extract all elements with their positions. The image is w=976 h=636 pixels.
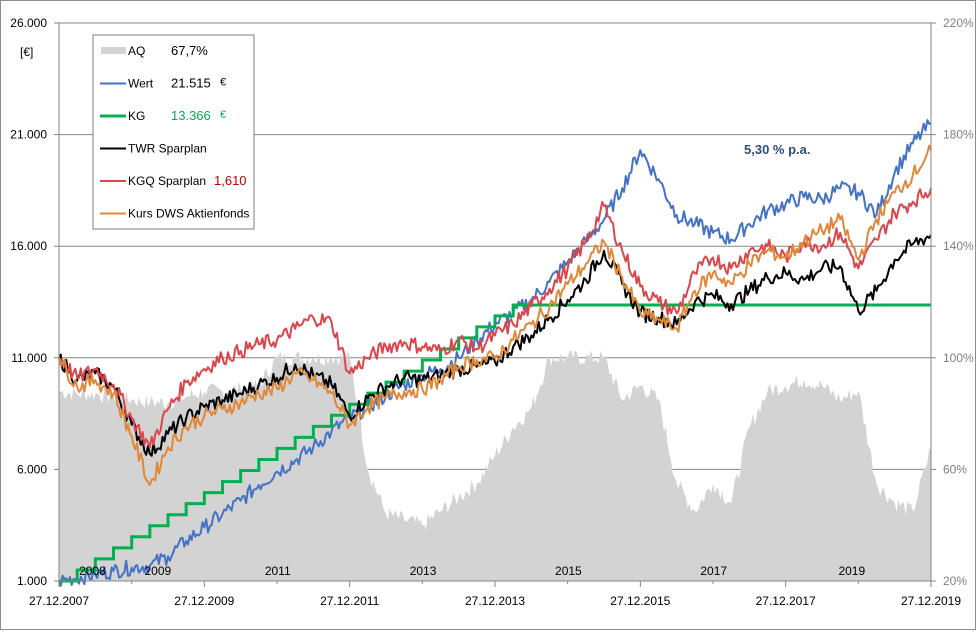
area-layer <box>59 350 931 581</box>
right-tick-label: 60% <box>943 462 967 476</box>
x-tick-label: 27.12.2009 <box>174 594 234 608</box>
cagr-annotation: 5,30 % p.a. <box>744 142 810 157</box>
year-label: 2013 <box>410 564 437 578</box>
left-axis-ticks: 1.000 6.000 11.000 16.000 21.000 26.000 <box>10 16 59 588</box>
aq-area-series <box>59 350 931 581</box>
left-tick-label: 26.000 <box>10 16 47 30</box>
x-tick-label: 27.12.2007 <box>29 594 89 608</box>
line-layer <box>58 119 932 587</box>
year-labels: 2008 2009 2011 2013 2015 2017 2019 <box>79 564 865 578</box>
left-tick-label: 6.000 <box>17 462 47 476</box>
legend-unit-kg: € <box>220 109 226 121</box>
kurs-dws-aktienfonds-series-line <box>58 144 932 486</box>
left-tick-label: 1.000 <box>17 574 47 588</box>
left-tick-label: 21.000 <box>10 128 47 142</box>
year-label: 2017 <box>700 564 727 578</box>
legend-unit-wert: € <box>220 77 226 89</box>
legend-label-wert: Wert <box>128 77 154 91</box>
legend-label-aq: AQ <box>128 44 145 58</box>
twr-sparplan-series-line <box>58 234 932 457</box>
year-label: 2009 <box>144 564 171 578</box>
left-tick-label: 16.000 <box>10 239 47 253</box>
left-tick-label: 11.000 <box>11 351 47 365</box>
year-label: 2011 <box>265 564 291 578</box>
right-tick-label: 220% <box>943 16 974 30</box>
x-tick-label: 27.12.2015 <box>610 594 670 608</box>
right-tick-label: 100% <box>943 351 974 365</box>
x-tick-label: 27.12.2011 <box>320 594 379 608</box>
legend-box <box>92 34 255 230</box>
year-label: 2019 <box>838 564 865 578</box>
legend-value-wert: 21.515 <box>171 76 211 91</box>
right-axis-ticks: 20% 60% 100% 140% 180% 220% <box>931 16 974 588</box>
year-label: 2015 <box>555 564 582 578</box>
legend-label-twr-sparplan: TWR Sparplan <box>128 142 207 156</box>
right-tick-label: 180% <box>943 128 974 142</box>
y-axis-label: [€] <box>20 45 33 59</box>
legend-value-kg: 13.366 <box>171 108 211 123</box>
legend-value-aq: 67,7% <box>171 43 208 58</box>
x-tick-label: 27.12.2017 <box>756 594 816 608</box>
x-tick-label: 27.12.2013 <box>465 594 525 608</box>
right-tick-label: 20% <box>943 574 967 588</box>
legend-value-kgq-sparplan: 1,610 <box>214 173 247 188</box>
right-tick-label: 140% <box>943 239 974 253</box>
legend: AQ 67,7% Wert 21.515 € KG 13.366 € TWR Sparplan K… <box>92 34 255 230</box>
x-axis-ticks: 27.12.2007 27.12.2009 27.12.2011 27.12.2013… <box>29 581 961 608</box>
legend-swatch-aq <box>101 47 126 54</box>
legend-label-kurs-dws-aktienfonds: Kurs DWS Aktienfonds <box>128 207 249 221</box>
year-label: 2008 <box>79 564 106 578</box>
legend-label-kg: KG <box>128 109 145 123</box>
legend-label-kgq-sparplan: KGQ Sparplan <box>128 174 206 188</box>
x-tick-label: 27.12.2019 <box>901 594 961 608</box>
